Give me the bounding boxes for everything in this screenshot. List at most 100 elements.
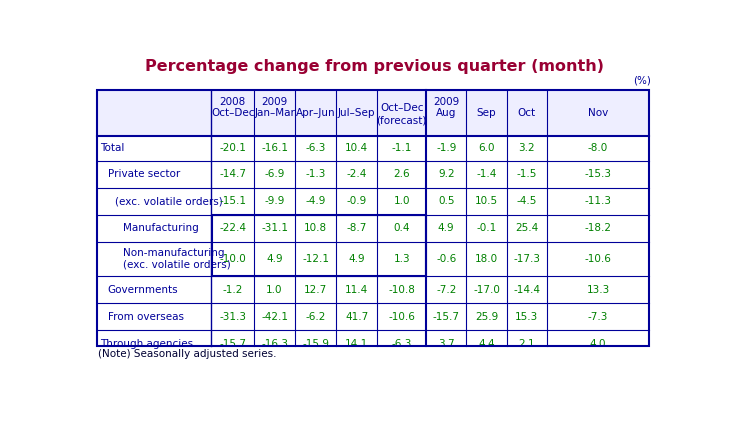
Text: 1.3: 1.3 xyxy=(393,254,410,264)
Text: 4.4: 4.4 xyxy=(478,339,495,349)
Text: 9.2: 9.2 xyxy=(438,169,455,179)
Text: Nov: Nov xyxy=(588,108,608,118)
Text: -10.6: -10.6 xyxy=(585,254,612,264)
Text: 2009: 2009 xyxy=(433,97,459,107)
Text: -10.0: -10.0 xyxy=(219,254,246,264)
Text: 14.1: 14.1 xyxy=(345,339,369,349)
Text: 0.5: 0.5 xyxy=(438,196,455,206)
Text: 2.6: 2.6 xyxy=(393,169,410,179)
Text: -8.0: -8.0 xyxy=(588,143,608,153)
Text: -12.1: -12.1 xyxy=(302,254,329,264)
Text: 25.9: 25.9 xyxy=(475,312,498,322)
Text: 18.0: 18.0 xyxy=(475,254,498,264)
Text: 11.4: 11.4 xyxy=(345,285,369,295)
Text: Private sector: Private sector xyxy=(107,169,180,179)
Text: 6.0: 6.0 xyxy=(478,143,495,153)
Text: 0.4: 0.4 xyxy=(393,223,410,233)
Text: Governments: Governments xyxy=(107,285,178,295)
Text: Manufacturing: Manufacturing xyxy=(123,223,199,233)
Text: -14.4: -14.4 xyxy=(513,285,540,295)
Text: 12.7: 12.7 xyxy=(304,285,327,295)
Text: (exc. volatile orders): (exc. volatile orders) xyxy=(123,259,231,269)
Bar xyxy=(97,91,648,135)
Text: -15.3: -15.3 xyxy=(585,169,612,179)
Text: -11.3: -11.3 xyxy=(585,196,612,206)
Text: Total: Total xyxy=(100,143,124,153)
Text: -14.7: -14.7 xyxy=(219,169,246,179)
Text: 13.3: 13.3 xyxy=(586,285,610,295)
Text: 1.0: 1.0 xyxy=(393,196,410,206)
Text: 3.7: 3.7 xyxy=(438,339,455,349)
Text: 4.0: 4.0 xyxy=(590,339,607,349)
Text: 2.1: 2.1 xyxy=(518,339,535,349)
Text: -4.9: -4.9 xyxy=(305,196,326,206)
Text: 10.5: 10.5 xyxy=(475,196,498,206)
Text: -31.3: -31.3 xyxy=(219,312,246,322)
Text: -7.3: -7.3 xyxy=(588,312,608,322)
Text: -16.3: -16.3 xyxy=(261,339,288,349)
Text: -15.1: -15.1 xyxy=(219,196,246,206)
Text: 3.2: 3.2 xyxy=(518,143,535,153)
Text: -6.3: -6.3 xyxy=(391,339,412,349)
Text: (Note) Seasonally adjusted series.: (Note) Seasonally adjusted series. xyxy=(99,349,277,359)
Text: Oct–Dec: Oct–Dec xyxy=(211,108,255,118)
Text: -9.9: -9.9 xyxy=(264,196,285,206)
Text: -1.9: -1.9 xyxy=(436,143,456,153)
Text: -17.0: -17.0 xyxy=(473,285,500,295)
Text: -22.4: -22.4 xyxy=(219,223,246,233)
Text: 10.4: 10.4 xyxy=(345,143,368,153)
Text: -6.3: -6.3 xyxy=(305,143,326,153)
Text: Oct: Oct xyxy=(518,108,536,118)
Text: From overseas: From overseas xyxy=(107,312,183,322)
Text: 15.3: 15.3 xyxy=(515,312,539,322)
Text: Non-manufacturing: Non-manufacturing xyxy=(123,248,225,258)
Text: -6.2: -6.2 xyxy=(305,312,326,322)
Text: 2008: 2008 xyxy=(220,97,246,107)
Text: -42.1: -42.1 xyxy=(261,312,288,322)
Text: -1.1: -1.1 xyxy=(391,143,412,153)
Text: 4.9: 4.9 xyxy=(266,254,283,264)
Text: 4.9: 4.9 xyxy=(438,223,455,233)
Text: -31.1: -31.1 xyxy=(261,223,288,233)
Text: -16.1: -16.1 xyxy=(261,143,288,153)
Text: Apr–Jun: Apr–Jun xyxy=(296,108,335,118)
Text: -6.9: -6.9 xyxy=(264,169,285,179)
Text: -10.8: -10.8 xyxy=(388,285,415,295)
Text: Oct–Dec: Oct–Dec xyxy=(380,103,423,113)
Text: 10.8: 10.8 xyxy=(304,223,327,233)
Text: Sep: Sep xyxy=(477,108,496,118)
Text: -2.4: -2.4 xyxy=(347,169,367,179)
Text: -10.6: -10.6 xyxy=(388,312,415,322)
Text: -4.5: -4.5 xyxy=(517,196,537,206)
Bar xyxy=(212,214,426,276)
Text: -1.5: -1.5 xyxy=(517,169,537,179)
Text: -1.2: -1.2 xyxy=(223,285,243,295)
Text: 25.4: 25.4 xyxy=(515,223,539,233)
Text: -20.1: -20.1 xyxy=(219,143,246,153)
Text: -0.9: -0.9 xyxy=(347,196,366,206)
Text: (exc. volatile orders): (exc. volatile orders) xyxy=(115,196,223,206)
Text: Percentage change from previous quarter (month): Percentage change from previous quarter … xyxy=(145,59,604,74)
Text: (%): (%) xyxy=(633,75,651,85)
Text: -0.6: -0.6 xyxy=(436,254,456,264)
Text: -0.1: -0.1 xyxy=(477,223,496,233)
Text: -15.7: -15.7 xyxy=(219,339,246,349)
Bar xyxy=(96,90,649,346)
Text: 1.0: 1.0 xyxy=(266,285,283,295)
Text: -17.3: -17.3 xyxy=(513,254,540,264)
Text: -18.2: -18.2 xyxy=(585,223,612,233)
Text: -7.2: -7.2 xyxy=(436,285,456,295)
Text: (forecast): (forecast) xyxy=(377,115,427,125)
Text: 4.9: 4.9 xyxy=(348,254,365,264)
Text: Aug: Aug xyxy=(436,108,456,118)
Text: -15.7: -15.7 xyxy=(433,312,460,322)
Text: Through agencies: Through agencies xyxy=(100,339,193,349)
Text: 41.7: 41.7 xyxy=(345,312,369,322)
Text: -8.7: -8.7 xyxy=(347,223,367,233)
Text: -1.4: -1.4 xyxy=(476,169,496,179)
Text: Jul–Sep: Jul–Sep xyxy=(338,108,375,118)
Text: Jan–Mar: Jan–Mar xyxy=(254,108,295,118)
Text: -1.3: -1.3 xyxy=(305,169,326,179)
Text: -15.9: -15.9 xyxy=(302,339,329,349)
Text: 2009: 2009 xyxy=(261,97,288,107)
